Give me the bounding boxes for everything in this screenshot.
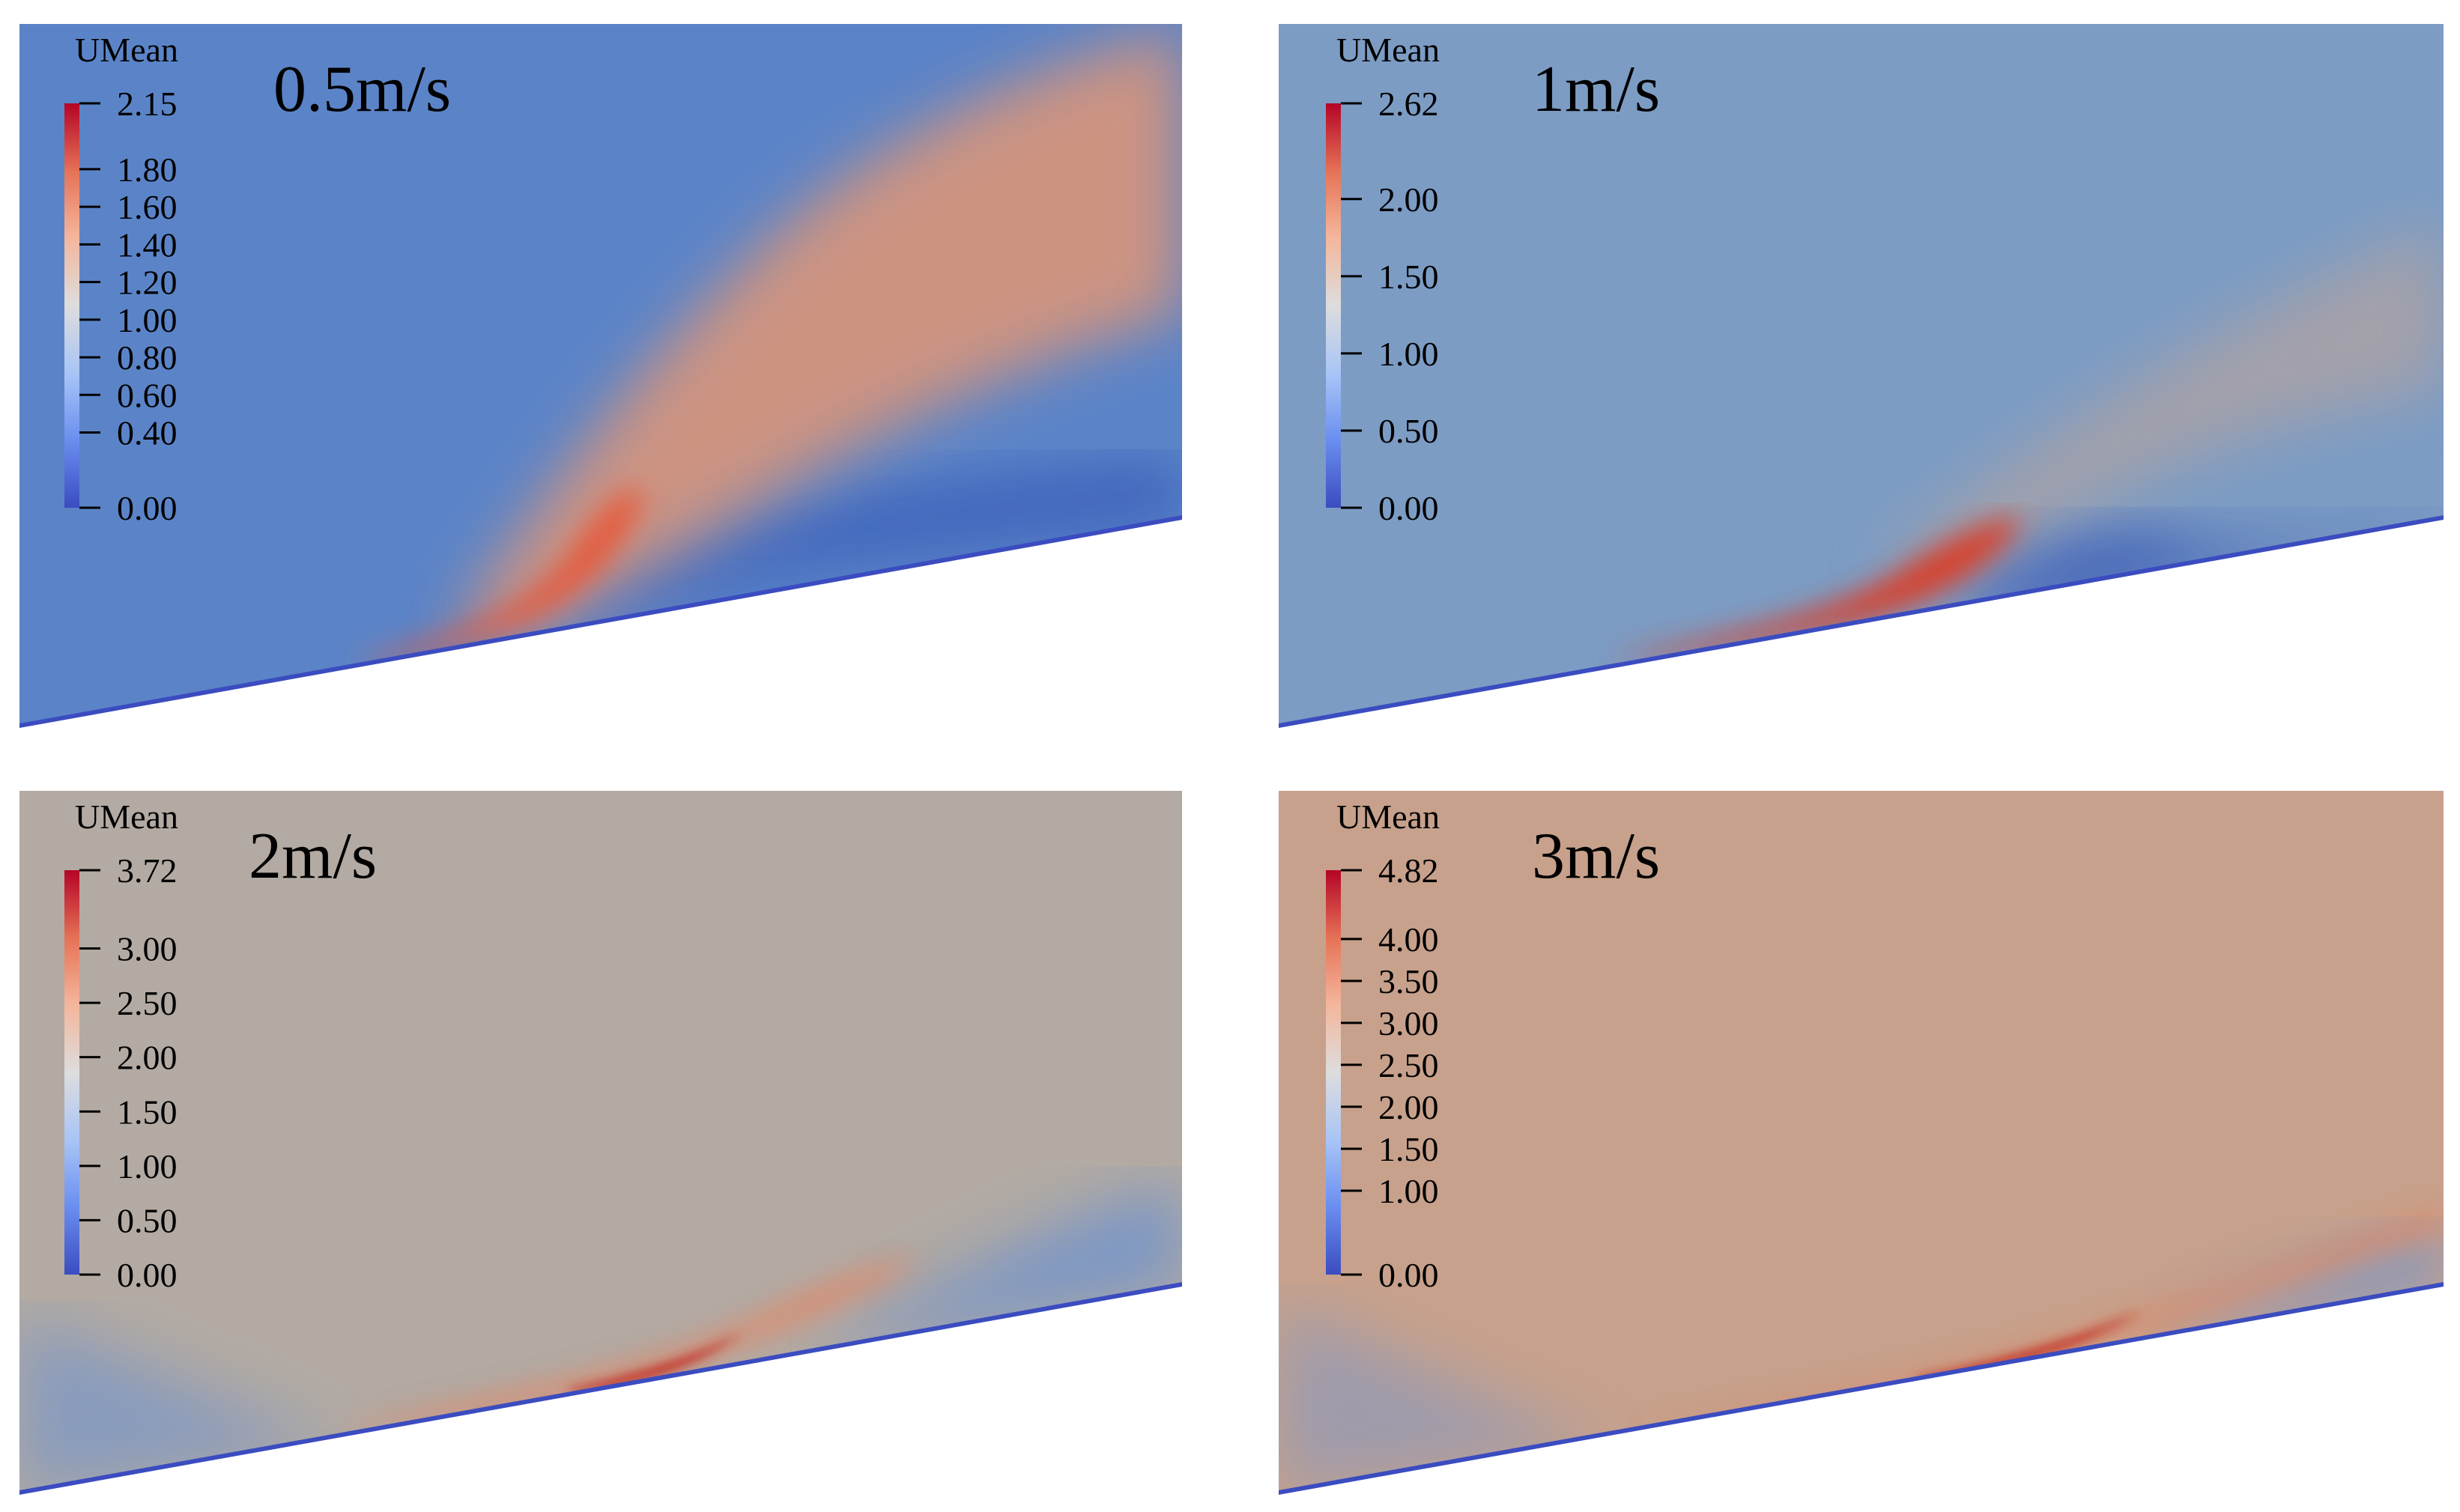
plume-region: [449, 30, 1182, 637]
colorbar-tick-label: 0.00: [1378, 489, 1439, 527]
colorbar-tick-label: 0.50: [117, 1201, 178, 1239]
colorbar: 3.72 3.00 2.50 2.00 1.50 1.00 0.50 0.00: [64, 851, 178, 1294]
colorbar-tick-label: 1.50: [1378, 258, 1439, 296]
colorbar-tick-label: 4.82: [1378, 851, 1439, 890]
wall-boundary: [19, 1282, 1182, 1495]
wall-boundary: [1279, 1282, 2444, 1495]
colorbar-gradient: [1326, 870, 1341, 1275]
colorbar-tick-label: 2.00: [117, 1039, 178, 1077]
colorbar-tick-label: 2.15: [117, 85, 178, 123]
colorbar-tick-label: 0.00: [117, 489, 178, 527]
colorbar-tick-label: 1.00: [1378, 1172, 1439, 1210]
colorbar-tick-label: 1.00: [117, 301, 178, 339]
wake-region: [569, 464, 1182, 614]
colorbar-tick-label: 3.00: [117, 930, 178, 968]
colorbar-gradient: [64, 103, 79, 508]
colorbar-tick-label: 0.00: [117, 1256, 178, 1294]
panel-3: 3m/s UMean 4.82 4.003.503.00 2.50 2.00 1.50 1…: [1279, 791, 2444, 1495]
colorbar-title: UMean: [75, 798, 178, 836]
colorbar-title: UMean: [1336, 31, 1440, 69]
colorbar-tick-label: 3.72: [117, 851, 178, 890]
colorbar-tick-label: 2.62: [1378, 85, 1439, 123]
panel-title: 3m/s: [1532, 820, 1660, 893]
plume-region: [1873, 225, 2444, 569]
colorbar-gradient: [1326, 103, 1341, 508]
wake-region: [1279, 1303, 1611, 1493]
contour-field: [19, 24, 1182, 726]
panel-05: 0.5m/s UMean 2.15 1.801.601.401.201.000.8…: [19, 24, 1182, 728]
panel-title: 2m/s: [249, 820, 377, 893]
wall-boundary: [1279, 515, 2444, 728]
wake-region: [824, 1183, 1182, 1355]
colorbar-tick-label: 4.00: [1378, 920, 1439, 959]
colorbar-tick-label: 1.00: [1378, 335, 1439, 373]
colorbar: 2.15 1.801.601.401.201.000.800.600.40 0.00: [64, 85, 178, 527]
colorbar: 4.82 4.003.503.00 2.50 2.00 1.50 1.00 0.00: [1326, 851, 1439, 1294]
colorbar-tick-label: 1.80: [117, 151, 178, 189]
colorbar-tick-label: 2.50: [1378, 1046, 1439, 1084]
colorbar-tick-label: 1.50: [117, 1093, 178, 1131]
colorbar-gradient: [64, 870, 79, 1275]
plume-region: [337, 1258, 921, 1431]
colorbar: 2.62 2.00 1.50 1.00 0.50 0.00: [1326, 85, 1439, 527]
colorbar-tick-label: 3.00: [1378, 1004, 1439, 1042]
colorbar-tick-label: 1.00: [117, 1147, 178, 1185]
panel-title: 0.5m/s: [273, 53, 451, 126]
panel-2: 2m/s UMean 3.72 3.00 2.50 2.00 1.50 1.00 0.50 0…: [19, 791, 1182, 1495]
colorbar-tick-label: 1.60: [117, 188, 178, 226]
wake-region: [2172, 1228, 2444, 1341]
colorbar-title: UMean: [75, 31, 178, 69]
colorbar-tick-label: 2.50: [117, 984, 178, 1022]
colorbar-tick-label: 1.20: [117, 264, 178, 302]
colorbar-title: UMean: [1336, 798, 1440, 836]
colorbar-tick-label: 0.40: [117, 414, 178, 452]
jet-core: [569, 1333, 742, 1393]
colorbar-tick-label: 2.00: [1378, 1088, 1439, 1126]
colorbar-tick-label: 1.40: [117, 225, 178, 264]
colorbar-tick-label: 0.50: [1378, 412, 1439, 450]
colorbar-tick-label: 0.60: [117, 376, 178, 414]
colorbar-tick-label: 1.50: [1378, 1130, 1439, 1168]
panel-1: 1m/s UMean 2.62 2.00 1.50 1.00 0.50 0.00: [1279, 24, 2444, 728]
colorbar-tick-label: 0.00: [1378, 1256, 1439, 1294]
panel-title: 1m/s: [1532, 53, 1660, 126]
wall-boundary: [19, 515, 1182, 728]
colorbar-tick-label: 2.00: [1378, 180, 1439, 219]
colorbar-tick-label: 0.80: [117, 338, 178, 377]
colorbar-tick-label: 3.50: [1378, 962, 1439, 1001]
jet-core: [352, 490, 644, 663]
